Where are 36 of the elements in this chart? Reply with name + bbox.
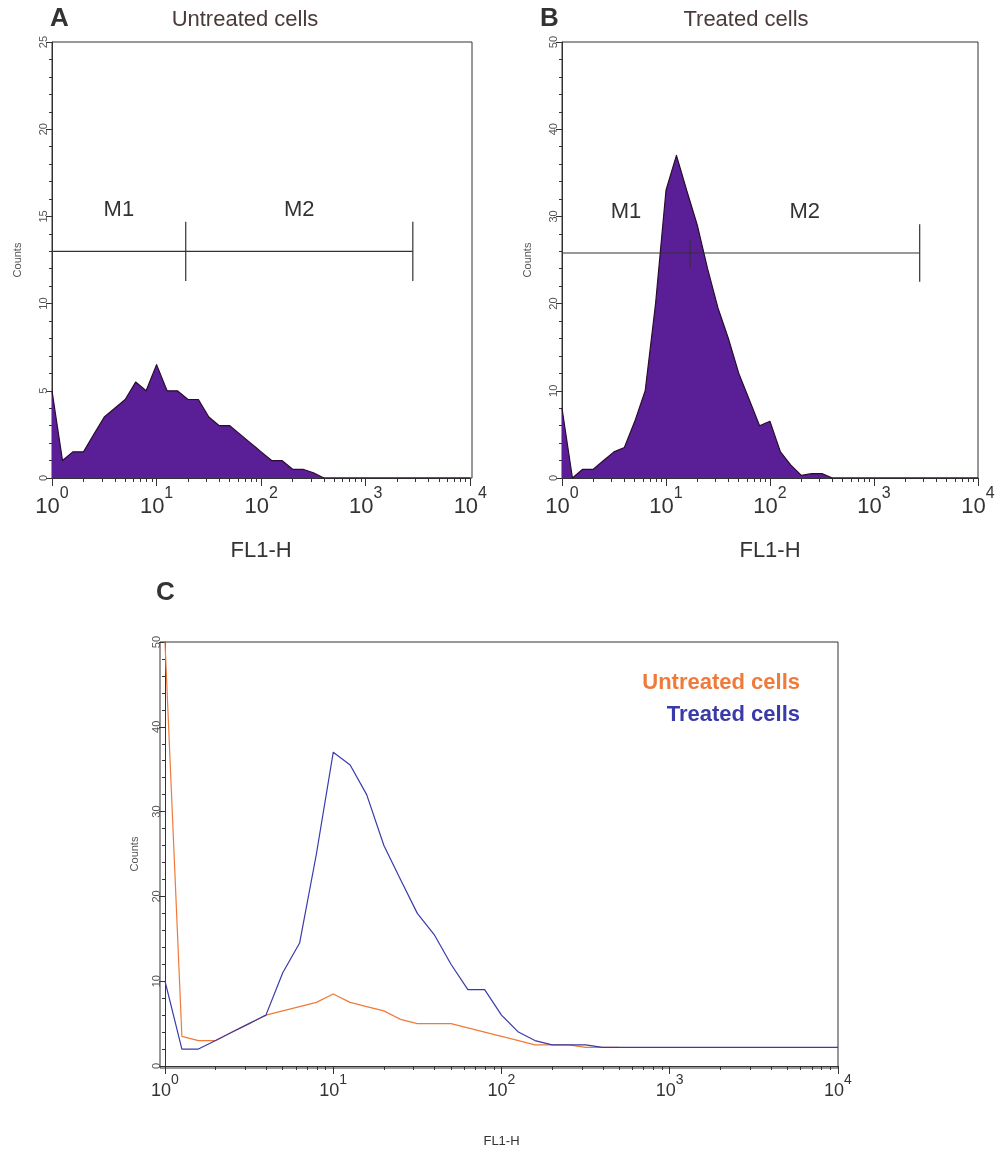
y-tick-label: 40: [149, 720, 162, 733]
text: B: [540, 2, 559, 32]
x-axis-title: FL1-H: [483, 1133, 520, 1148]
y-tick-label: 0: [36, 474, 49, 482]
annotation: M2: [284, 195, 315, 221]
y-axis-title: Counts: [10, 242, 23, 278]
y-tick-label: 30: [149, 805, 162, 818]
y-tick-label: 20: [546, 297, 559, 310]
y-tick-label: 0: [149, 1062, 162, 1070]
text: A: [50, 2, 69, 32]
y-tick-label: 10: [36, 297, 49, 310]
y-tick-label: 25: [36, 35, 49, 49]
chart-title: Untreated cells: [171, 5, 319, 31]
y-axis-title: Counts: [520, 242, 533, 278]
text: Treated cells: [666, 700, 800, 726]
annotation: M1: [103, 195, 135, 221]
text: C: [156, 576, 175, 606]
x-axis-title: FL1-H: [230, 536, 292, 562]
y-tick-label: 10: [546, 384, 559, 397]
y-tick-label: 20: [36, 123, 49, 136]
annotation: M1: [610, 197, 642, 223]
y-tick-label: 20: [149, 890, 162, 903]
text: Untreated cells: [642, 668, 800, 694]
y-tick-label: 40: [546, 123, 559, 136]
annotation: M2: [789, 197, 821, 223]
x-axis-title: FL1-H: [739, 536, 801, 562]
y-tick-label: 15: [36, 210, 49, 223]
line-series: [164, 751, 839, 1050]
chart-title: Treated cells: [683, 5, 809, 31]
y-tick-label: 5: [36, 387, 49, 394]
y-tick-label: 50: [149, 635, 162, 649]
y-tick-label: 50: [546, 35, 559, 49]
y-tick-label: 0: [546, 474, 559, 482]
y-axis-title: Counts: [127, 836, 140, 872]
y-tick-label: 10: [149, 975, 162, 988]
y-tick-label: 30: [546, 210, 559, 223]
